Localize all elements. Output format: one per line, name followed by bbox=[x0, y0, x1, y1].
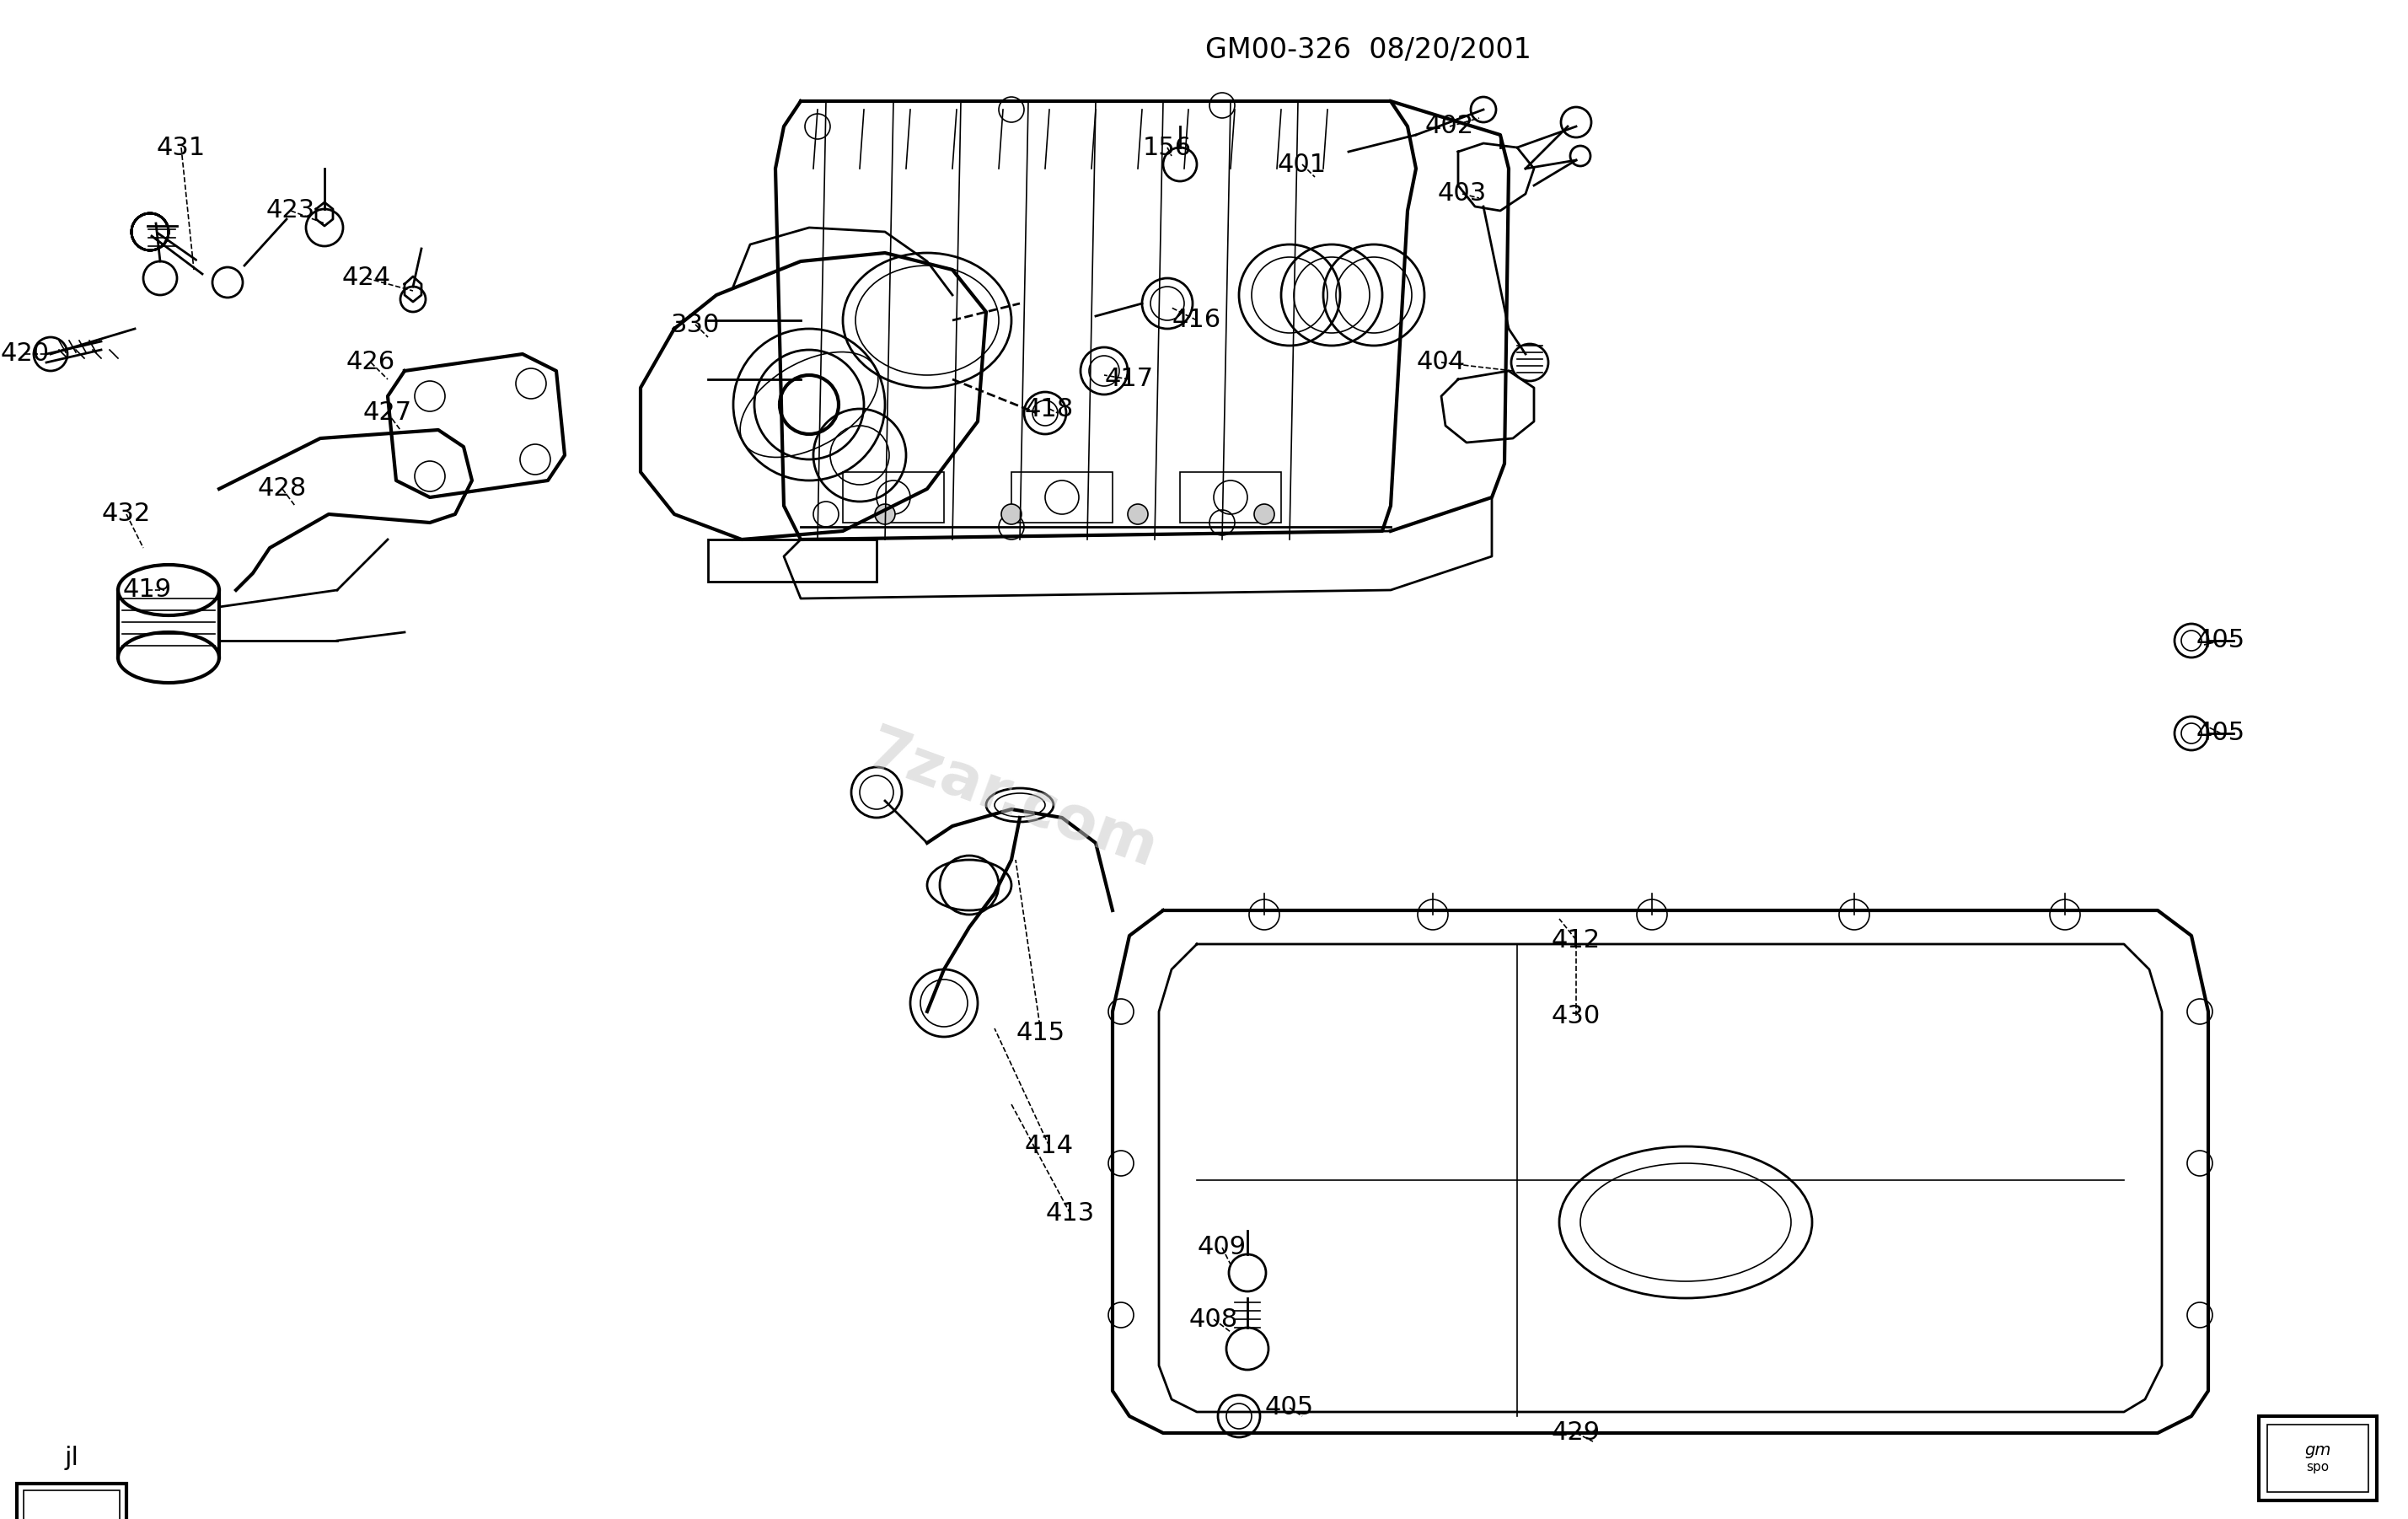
Text: 402: 402 bbox=[1426, 114, 1474, 138]
Text: 432: 432 bbox=[101, 501, 152, 527]
Text: 7zar.com: 7zar.com bbox=[857, 722, 1165, 881]
Text: 401: 401 bbox=[1279, 152, 1327, 176]
Text: 427: 427 bbox=[364, 401, 412, 425]
Circle shape bbox=[1002, 504, 1021, 524]
Text: 418: 418 bbox=[1026, 396, 1074, 421]
Text: 405: 405 bbox=[1264, 1396, 1315, 1420]
Text: 330: 330 bbox=[672, 313, 720, 337]
Text: 415: 415 bbox=[1016, 1021, 1064, 1045]
Text: gm: gm bbox=[2304, 1442, 2331, 1458]
Bar bbox=[1011, 472, 1112, 523]
Text: 423: 423 bbox=[267, 199, 315, 223]
Circle shape bbox=[1127, 504, 1149, 524]
Text: 426: 426 bbox=[347, 351, 395, 375]
Text: 424: 424 bbox=[342, 266, 390, 290]
Text: 419: 419 bbox=[123, 577, 171, 603]
Bar bbox=[1180, 472, 1281, 523]
Bar bbox=[24, 1490, 120, 1519]
Text: 403: 403 bbox=[1438, 182, 1486, 207]
Text: 414: 414 bbox=[1026, 1135, 1074, 1159]
Text: 404: 404 bbox=[1416, 351, 1466, 375]
Circle shape bbox=[874, 504, 896, 524]
Text: spo: spo bbox=[2307, 1460, 2329, 1473]
Text: GM00-326  08/20/2001: GM00-326 08/20/2001 bbox=[1206, 36, 1531, 64]
Text: 408: 408 bbox=[1190, 1306, 1238, 1332]
Text: 412: 412 bbox=[1551, 928, 1601, 952]
Text: 420: 420 bbox=[0, 342, 51, 366]
Bar bbox=[2259, 1416, 2377, 1501]
Text: 413: 413 bbox=[1045, 1202, 1096, 1226]
Bar bbox=[843, 472, 944, 523]
Text: 428: 428 bbox=[258, 477, 306, 501]
Text: 430: 430 bbox=[1551, 1004, 1601, 1028]
Text: jl: jl bbox=[65, 1446, 79, 1470]
Circle shape bbox=[1255, 504, 1274, 524]
Text: 416: 416 bbox=[1173, 308, 1221, 333]
Text: 156: 156 bbox=[1144, 135, 1192, 159]
Text: 409: 409 bbox=[1197, 1235, 1247, 1259]
Text: 405: 405 bbox=[2196, 722, 2244, 746]
Text: 429: 429 bbox=[1551, 1420, 1601, 1445]
Text: 405: 405 bbox=[2196, 629, 2244, 653]
Bar bbox=[708, 539, 877, 582]
Circle shape bbox=[1471, 97, 1495, 122]
Circle shape bbox=[34, 337, 67, 371]
Text: 417: 417 bbox=[1105, 368, 1153, 392]
Bar bbox=[17, 1484, 128, 1519]
Text: 431: 431 bbox=[157, 135, 205, 159]
Bar bbox=[2268, 1425, 2369, 1492]
